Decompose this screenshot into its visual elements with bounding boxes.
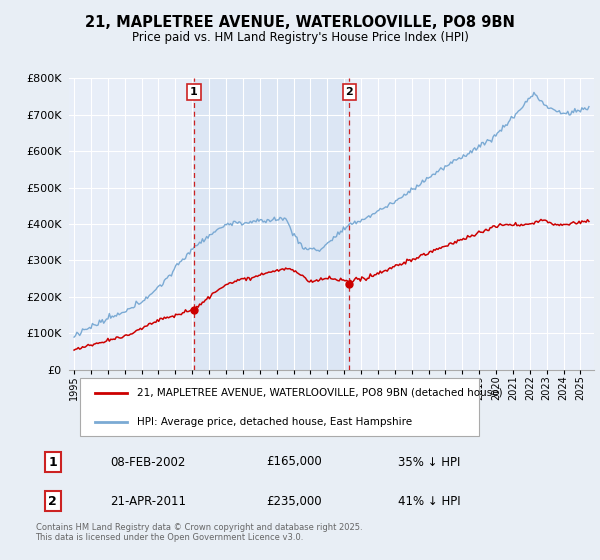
Text: 1: 1 [49,455,57,469]
Text: 2: 2 [49,494,57,508]
Text: Contains HM Land Registry data © Crown copyright and database right 2025.
This d: Contains HM Land Registry data © Crown c… [35,522,362,542]
Text: 21-APR-2011: 21-APR-2011 [110,494,187,508]
Text: 21, MAPLETREE AVENUE, WATERLOOVILLE, PO8 9BN: 21, MAPLETREE AVENUE, WATERLOOVILLE, PO8… [85,15,515,30]
Text: 1: 1 [190,87,198,97]
Text: 2: 2 [346,87,353,97]
Text: £235,000: £235,000 [266,494,322,508]
Text: £165,000: £165,000 [266,455,322,469]
Text: 08-FEB-2002: 08-FEB-2002 [110,455,186,469]
Text: 35% ↓ HPI: 35% ↓ HPI [398,455,461,469]
Text: Price paid vs. HM Land Registry's House Price Index (HPI): Price paid vs. HM Land Registry's House … [131,31,469,44]
Bar [194,78,349,370]
Text: 21, MAPLETREE AVENUE, WATERLOOVILLE, PO8 9BN (detached house): 21, MAPLETREE AVENUE, WATERLOOVILLE, PO8… [137,388,503,398]
Text: HPI: Average price, detached house, East Hampshire: HPI: Average price, detached house, East… [137,417,412,427]
Text: 41% ↓ HPI: 41% ↓ HPI [398,494,461,508]
FancyBboxPatch shape [79,379,479,436]
